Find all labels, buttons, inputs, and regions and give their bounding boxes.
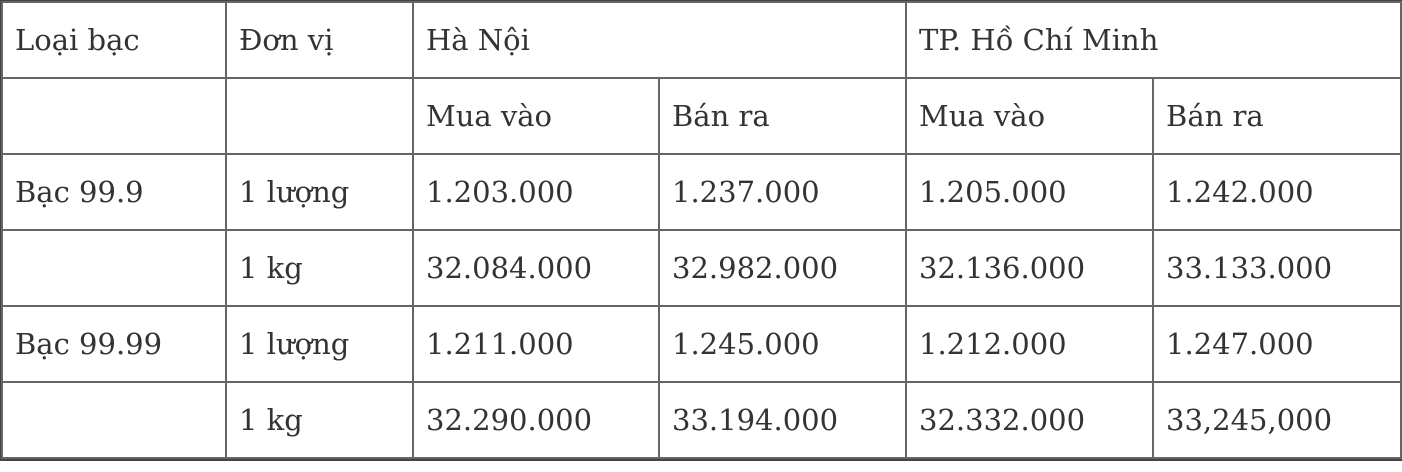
cell-hcm-sell: 33,245,000 [1152,381,1402,459]
silver-price-table: Loại bạc Đơn vị Hà Nội TP. Hồ Chí Minh M… [0,0,1402,461]
header-hcm: TP. Hồ Chí Minh [905,1,1402,79]
subheader-hn-buy: Mua vào [412,77,660,155]
cell-unit: 1 lượng [225,153,414,231]
cell-unit: 1 kg [225,229,414,307]
cell-hn-buy: 32.084.000 [412,229,660,307]
cell-hn-buy: 32.290.000 [412,381,660,459]
cell-unit: 1 lượng [225,305,414,383]
cell-hcm-sell: 1.242.000 [1152,153,1402,231]
table-row: Bạc 99.99 1 lượng 1.211.000 1.245.000 1.… [1,305,1402,383]
header-row: Loại bạc Đơn vị Hà Nội TP. Hồ Chí Minh [1,1,1402,79]
cell-hn-buy: 1.203.000 [412,153,660,231]
cell-type: Bạc 99.99 [1,305,227,383]
header-type: Loại bạc [1,1,227,79]
cell-type: Bạc 99.9 [1,153,227,231]
subheader-hcm-sell: Bán ra [1152,77,1402,155]
cell-hcm-buy: 1.205.000 [905,153,1155,231]
cell-hcm-sell: 1.247.000 [1152,305,1402,383]
cell-hn-sell: 1.237.000 [657,153,908,231]
subheader-hcm-buy: Mua vào [905,77,1155,155]
subheader-hn-sell: Bán ra [657,77,908,155]
cell-hn-sell: 32.982.000 [657,229,908,307]
cell-hn-sell: 1.245.000 [657,305,908,383]
header-unit: Đơn vị [225,1,414,79]
header-hanoi: Hà Nội [411,1,908,79]
cell-type [1,229,227,307]
subheader-row: Mua vào Bán ra Mua vào Bán ra [1,77,1402,155]
cell-hn-sell: 33.194.000 [657,381,908,459]
cell-type [1,381,227,459]
cell-hcm-buy: 32.332.000 [905,381,1155,459]
table-row: 1 kg 32.290.000 33.194.000 32.332.000 33… [1,381,1402,459]
cell-hcm-buy: 32.136.000 [905,229,1155,307]
cell-hcm-buy: 1.212.000 [905,305,1155,383]
subheader-empty [225,77,414,155]
subheader-empty [1,77,227,155]
cell-unit: 1 kg [225,381,414,459]
cell-hn-buy: 1.211.000 [412,305,660,383]
table-row: Bạc 99.9 1 lượng 1.203.000 1.237.000 1.2… [1,153,1402,231]
table-row: 1 kg 32.084.000 32.982.000 32.136.000 33… [1,229,1402,307]
cell-hcm-sell: 33.133.000 [1152,229,1402,307]
